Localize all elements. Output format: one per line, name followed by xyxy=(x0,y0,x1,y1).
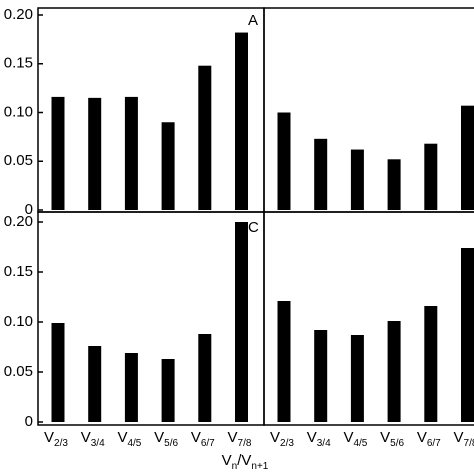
bar xyxy=(387,321,401,422)
x-tick-label: V7/8 xyxy=(454,429,474,449)
text-sub: n xyxy=(232,461,238,472)
y-tick-label: 0.15 xyxy=(4,55,33,72)
bar xyxy=(235,222,248,422)
text-sub: 2/3 xyxy=(54,438,68,449)
panel-frame xyxy=(37,7,265,213)
y-tick-label: 0.20 xyxy=(4,213,33,230)
text-base: V xyxy=(154,429,164,446)
text-base: V xyxy=(343,429,353,446)
bar xyxy=(51,323,65,422)
y-tick-label: 0.10 xyxy=(4,313,33,330)
bar xyxy=(350,149,364,210)
bar xyxy=(314,330,328,422)
text-sub: 4/5 xyxy=(353,438,367,449)
text-base: V xyxy=(270,429,280,446)
panel-frame xyxy=(263,211,474,426)
bar xyxy=(424,306,438,422)
x-tick-label: V3/4 xyxy=(81,429,105,449)
text-sub: 5/6 xyxy=(390,438,404,449)
bar xyxy=(124,96,138,210)
y-tick-label: 0 xyxy=(25,201,33,218)
x-axis-label: Vn/Vn+1 xyxy=(222,452,269,472)
panel-label: C xyxy=(248,219,259,236)
x-tick-label: V5/6 xyxy=(154,429,178,449)
bar xyxy=(161,359,175,422)
bar xyxy=(198,65,212,210)
x-tick-label: V6/7 xyxy=(417,429,441,449)
x-tick-label: V7/8 xyxy=(228,429,252,449)
bar xyxy=(88,97,102,210)
x-tick-label: V3/4 xyxy=(307,429,331,449)
y-tick-label: 0.05 xyxy=(4,152,33,169)
text-sub: 2/3 xyxy=(280,438,294,449)
text-sub: 7/8 xyxy=(238,438,252,449)
text-sub: n+1 xyxy=(251,461,268,472)
text-base: V xyxy=(417,429,427,446)
panel-frame xyxy=(263,7,474,213)
text-base: V xyxy=(380,429,390,446)
bar xyxy=(235,32,248,210)
text-base: /V xyxy=(237,452,251,469)
text-sub: 7/8 xyxy=(464,438,474,449)
bar xyxy=(461,105,474,210)
text-base: V xyxy=(454,429,464,446)
y-tick-label: 0.05 xyxy=(4,363,33,380)
bar xyxy=(387,159,401,210)
bar xyxy=(424,143,438,210)
text-base: V xyxy=(228,429,238,446)
bar xyxy=(350,335,364,422)
text-sub: 6/7 xyxy=(201,438,215,449)
text-sub: 5/6 xyxy=(164,438,178,449)
x-tick-label: V2/3 xyxy=(44,429,68,449)
text-base: V xyxy=(44,429,54,446)
y-tick-label: 0.15 xyxy=(4,263,33,280)
bar xyxy=(198,334,212,422)
bar xyxy=(277,301,291,422)
panel-frame xyxy=(37,211,265,426)
bar xyxy=(124,353,138,422)
x-tick-label: V5/6 xyxy=(380,429,404,449)
text-base: V xyxy=(222,452,232,469)
x-tick-label: V2/3 xyxy=(270,429,294,449)
text-base: V xyxy=(81,429,91,446)
x-tick-label: V4/5 xyxy=(117,429,141,449)
y-tick-label: 0.20 xyxy=(4,6,33,23)
bar xyxy=(461,248,474,422)
text-sub: 4/5 xyxy=(127,438,141,449)
bar xyxy=(277,112,291,210)
bar xyxy=(314,138,328,210)
x-tick-label: V4/5 xyxy=(343,429,367,449)
bar xyxy=(51,96,65,210)
y-tick-label: 0.10 xyxy=(4,103,33,120)
text-sub: 6/7 xyxy=(427,438,441,449)
text-base: V xyxy=(117,429,127,446)
bar xyxy=(161,122,175,210)
text-base: V xyxy=(191,429,201,446)
text-base: V xyxy=(307,429,317,446)
text-sub: 3/4 xyxy=(91,438,105,449)
bar xyxy=(88,346,102,422)
panel-label: A xyxy=(248,12,258,29)
text-sub: 3/4 xyxy=(317,438,331,449)
y-tick-label: 0 xyxy=(25,413,33,430)
x-tick-label: V6/7 xyxy=(191,429,215,449)
